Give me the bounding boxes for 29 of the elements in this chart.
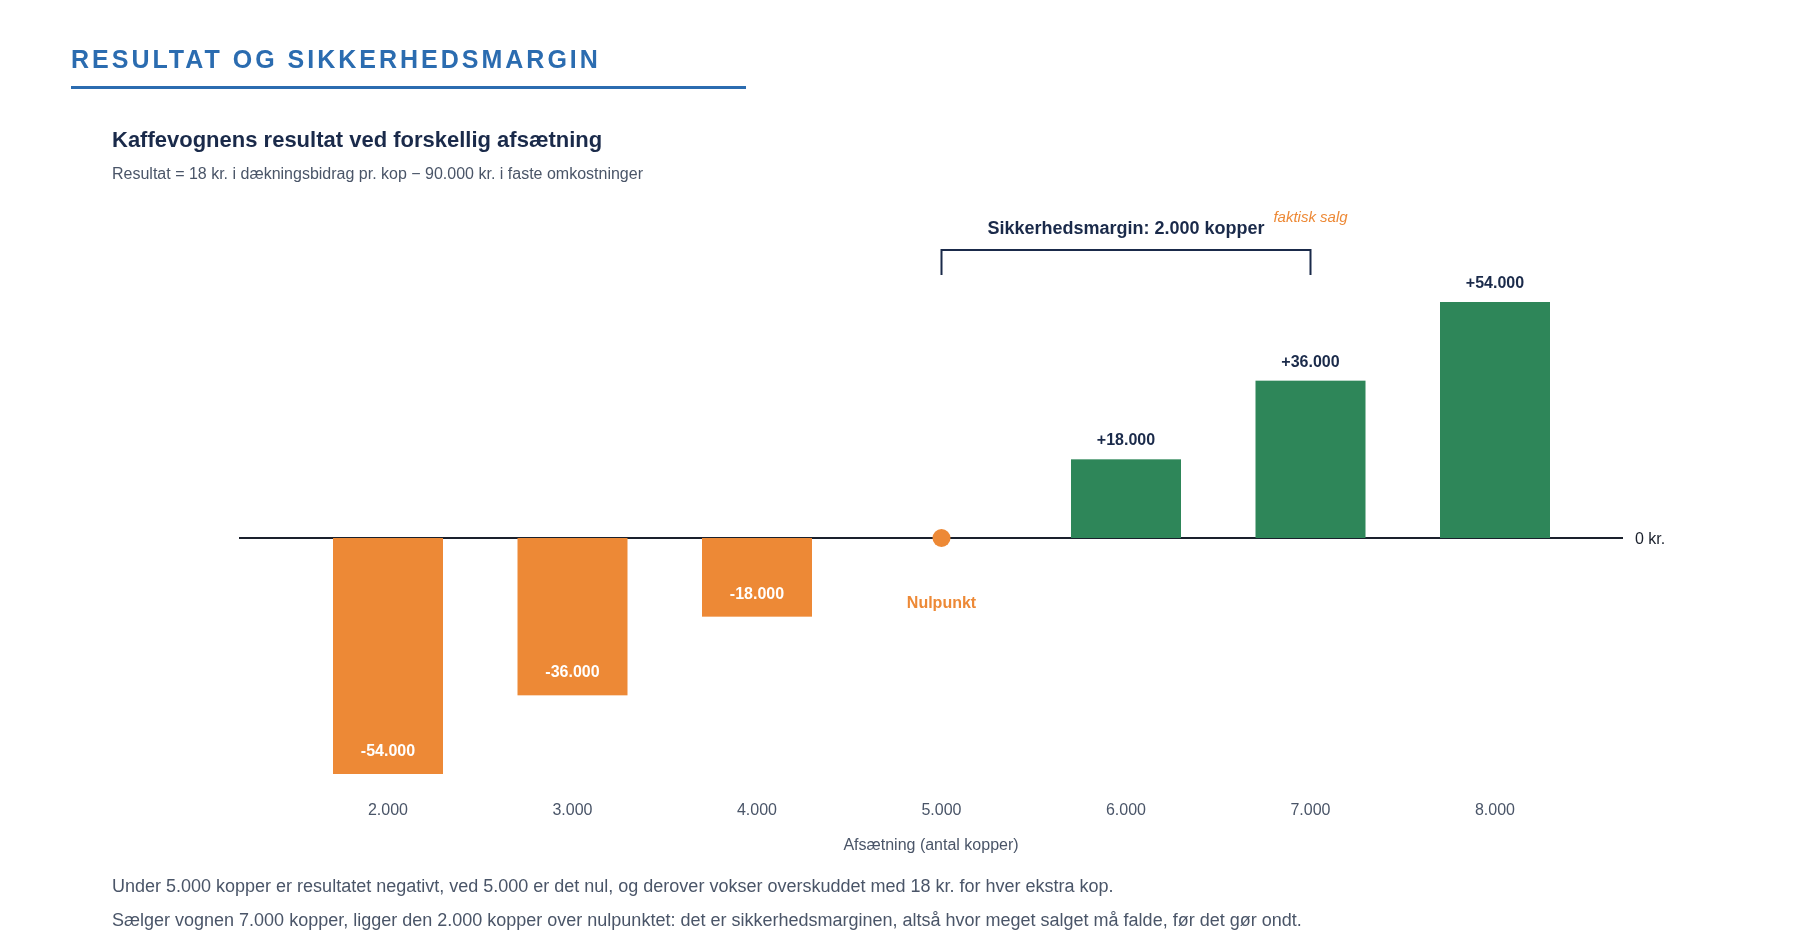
x-tick-label: 2.000 <box>367 801 409 818</box>
bar <box>1071 459 1181 538</box>
data-label: -18.000 <box>729 584 785 602</box>
text: Resultat = 18 kr. i dækningsbidrag pr. kop − 90.000 kr. i faste omkostninger <box>112 165 644 182</box>
bar <box>517 538 628 696</box>
text: Under 5.000 kopper er resultatet negativt, ved 5.000 er det nul, og derover vokser overskuddet med 18 kr. for hver ekstra kop. <box>112 876 1114 896</box>
bar <box>1255 380 1366 538</box>
bar <box>333 538 443 774</box>
chart-subtitle: Kaffevognens resultat ved forskellig afsætning <box>112 127 603 152</box>
bar <box>702 538 812 617</box>
x-tick-label: 3.000 <box>552 801 593 818</box>
x-tick-label: 4.000 <box>736 801 778 818</box>
data-label: +18.000 <box>1096 431 1156 449</box>
x-axis-title: Afsætning (antal kopper) <box>843 836 1019 853</box>
chart-title: RESULTAT OG SIKKERHEDSMARGIN <box>71 45 601 73</box>
x-tick-label: 7.000 <box>1290 801 1331 818</box>
x-tick-label: 6.000 <box>1105 801 1147 818</box>
text: Sikkerhedsmargin: 2.000 kopper <box>987 218 1265 238</box>
x-tick-label: 8.000 <box>1474 801 1516 818</box>
ref-line-label: 0 kr. <box>1635 530 1666 547</box>
text: Sælger vognen 7.000 kopper, ligger den 2.000 kopper over nulpunktet: det er sikkerhedsmarginen, altså hvor meget salget må falde, før det gør ondt. <box>112 910 1302 930</box>
x-tick-label: 5.000 <box>921 801 962 818</box>
data-label: +54.000 <box>1465 274 1525 291</box>
data-label: -54.000 <box>360 742 416 759</box>
bar <box>1440 302 1550 538</box>
data-label: -36.000 <box>545 663 600 681</box>
text: faktisk salg <box>1273 208 1349 225</box>
data-label: +36.000 <box>1281 352 1340 370</box>
annotation: Nulpunkt <box>906 594 977 611</box>
